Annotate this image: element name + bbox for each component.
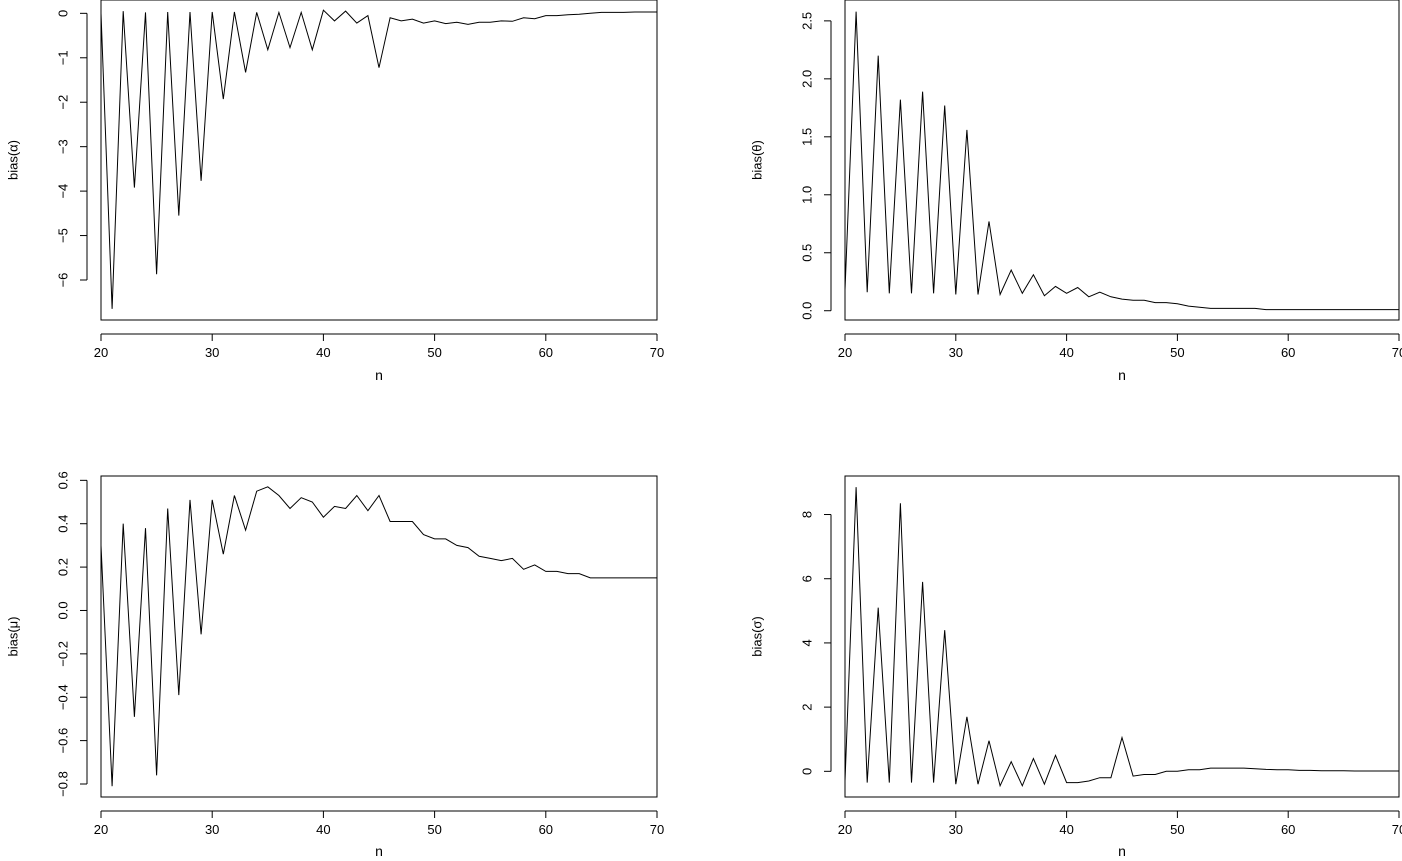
chart-panel-3: 20 30 40 50 60 70 −0.8 −0.6 −0.4 −0.2 0.0 0.2 0.4 0.6… (5, 471, 664, 859)
x-tick-label: 60 (1281, 345, 1295, 360)
plot-frame (844, 0, 1400, 321)
y-axis-label: bias(σ) (749, 616, 764, 657)
y-tick-label: −4 (55, 184, 70, 199)
y-tick-label: −0.8 (55, 771, 70, 797)
plot-frame (844, 475, 1400, 798)
x-tick-label: 30 (205, 822, 219, 837)
series-line (844, 487, 1399, 788)
y-tick-label: −1 (55, 50, 70, 65)
x-tick-label: 30 (205, 345, 219, 360)
x-tick-label: 20 (94, 822, 108, 837)
x-tick-label: 40 (316, 345, 330, 360)
y-tick-label: 1.5 (799, 128, 814, 146)
x-tick-label: 20 (838, 345, 852, 360)
y-axis-label: bias(μ) (5, 617, 20, 657)
y-tick-label: 2.5 (799, 12, 814, 30)
y-tick-label: 8 (799, 511, 814, 518)
plot-frame (100, 0, 658, 321)
x-tick-label: 70 (650, 822, 664, 837)
y-tick-label: 0.4 (55, 515, 70, 533)
x-tick-label: 70 (1392, 822, 1402, 837)
y-tick-label: −2 (55, 95, 70, 110)
y-tick-label: −3 (55, 139, 70, 154)
x-tick-label: 60 (539, 822, 553, 837)
y-tick-label: −0.2 (55, 641, 70, 667)
chart-panel-2: 20 30 40 50 60 70 0.0 0.5 1.0 1.5 2.0 2.5 n bias(θ) (749, 0, 1402, 383)
x-tick-label: 50 (427, 345, 441, 360)
plot-frame (100, 475, 658, 798)
y-axis-label: bias(α) (5, 140, 20, 180)
chart-panel-4: 20 30 40 50 60 70 0 2 4 6 8 n bias(σ) (749, 475, 1402, 859)
x-axis-label: n (1118, 843, 1126, 859)
x-tick-label: 20 (94, 345, 108, 360)
y-tick-label: 0.0 (55, 601, 70, 619)
y-axis-label: bias(θ) (749, 140, 764, 180)
y-tick-label: 0.5 (799, 244, 814, 262)
y-tick-label: −6 (55, 273, 70, 288)
x-tick-label: 40 (1059, 345, 1073, 360)
chart-panel-1: 20 30 40 50 60 70 −6 −5 −4 −3 −2 −1 0 n bias(α) (5, 0, 664, 383)
x-axis-label: n (375, 843, 383, 859)
x-tick-label: 50 (1170, 822, 1184, 837)
x-tick-label: 70 (650, 345, 664, 360)
y-tick-label: 0 (55, 10, 70, 17)
y-tick-label: −0.4 (55, 684, 70, 710)
x-tick-label: 60 (539, 345, 553, 360)
y-tick-label: 0.6 (55, 471, 70, 489)
x-tick-label: 50 (427, 822, 441, 837)
y-tick-label: 0 (799, 768, 814, 775)
y-tick-label: 0.2 (55, 558, 70, 576)
y-tick-label: 6 (799, 575, 814, 582)
x-axis-label: n (375, 367, 383, 383)
x-tick-label: 30 (949, 345, 963, 360)
y-tick-label: −5 (55, 228, 70, 243)
x-axis-label: n (1118, 367, 1126, 383)
y-tick-label: 2.0 (799, 70, 814, 88)
y-tick-label: 0.0 (799, 302, 814, 320)
x-tick-label: 60 (1281, 822, 1295, 837)
x-tick-label: 20 (838, 822, 852, 837)
y-tick-label: 1.0 (799, 186, 814, 204)
y-tick-label: 2 (799, 704, 814, 711)
series-line (100, 9, 657, 309)
x-tick-label: 70 (1392, 345, 1402, 360)
series-line (100, 486, 657, 787)
x-tick-label: 40 (1059, 822, 1073, 837)
x-tick-label: 40 (316, 822, 330, 837)
series-line (844, 11, 1399, 311)
x-tick-label: 30 (949, 822, 963, 837)
x-tick-label: 50 (1170, 345, 1184, 360)
y-tick-label: −0.6 (55, 728, 70, 754)
y-tick-label: 4 (799, 639, 814, 646)
